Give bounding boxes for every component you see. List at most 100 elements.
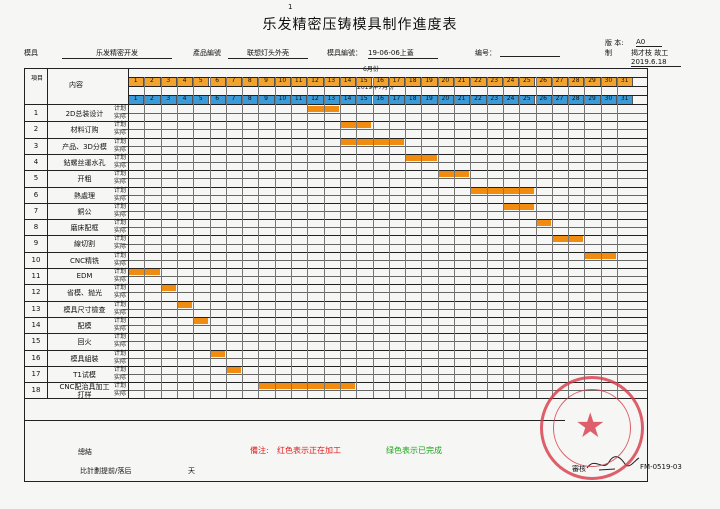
content-col-header: 内容 <box>69 81 83 89</box>
day-top-7: 7 <box>225 77 243 86</box>
plan-bar <box>194 317 209 324</box>
task-name: 省模、抛光 <box>67 289 102 298</box>
day-top-9: 9 <box>258 77 275 86</box>
note-red: 红色表示正在加工 <box>277 446 341 455</box>
note-green: 绿色表示已完成 <box>386 446 442 455</box>
item-col-header: 項目 <box>31 75 44 82</box>
day-top-8: 8 <box>242 77 259 86</box>
actual-label: 实际 <box>114 276 127 283</box>
row-number: 14 <box>31 320 41 329</box>
row-number: 18 <box>31 386 41 395</box>
day-top-22: 22 <box>470 77 487 86</box>
row-number: 10 <box>31 255 41 264</box>
plan-label: 计划 <box>114 170 127 178</box>
task-name: 模具組裝 <box>70 354 99 363</box>
actual-label: 实际 <box>114 210 127 218</box>
company-seal: ★ <box>540 376 644 480</box>
row-number: 7 <box>33 206 39 215</box>
day-top-26: 26 <box>535 77 552 86</box>
task-name: T1试模 <box>73 370 96 379</box>
task-name: 銅公 <box>77 207 92 216</box>
mold-value: 乐发精密开发 <box>62 48 172 59</box>
day-bottom-19: 19 <box>421 95 438 104</box>
day-top-1: 1 <box>128 77 145 86</box>
plan-bar <box>226 366 242 373</box>
month-bottom-label: 2019年7月份 <box>357 84 395 91</box>
row-number: 4 <box>33 157 39 166</box>
day-top-18: 18 <box>405 77 422 86</box>
actual-label: 实际 <box>114 129 127 137</box>
day-bottom-18: 18 <box>405 95 422 104</box>
task-name: CNC精铣 <box>69 256 99 265</box>
product-value: 联想灯头外壳 <box>228 48 308 59</box>
day-bottom-26: 26 <box>535 95 552 104</box>
day-top-29: 29 <box>584 77 601 86</box>
actual-label: 实际 <box>114 390 127 398</box>
star-icon: ★ <box>575 406 606 446</box>
day-top-2: 2 <box>144 77 161 86</box>
actual-label: 实际 <box>114 308 127 316</box>
note-label: 備注: <box>250 446 269 455</box>
day-top-24: 24 <box>502 77 520 86</box>
row-number: 8 <box>33 223 39 232</box>
day-top-19: 19 <box>421 77 438 86</box>
row-number: 11 <box>31 272 41 280</box>
day-top-11: 11 <box>291 77 308 86</box>
plan-label: 计划 <box>114 382 127 390</box>
plan-label: 计划 <box>114 137 127 145</box>
row-number: 15 <box>31 337 41 346</box>
plan-label: 计划 <box>114 219 127 227</box>
plan-label: 计划 <box>114 121 127 129</box>
day-bottom-24: 24 <box>502 95 520 104</box>
plan-bar <box>340 138 405 145</box>
actual-label: 实际 <box>114 373 127 381</box>
plan-bar <box>259 383 356 390</box>
day-bottom-23: 23 <box>486 95 503 104</box>
actual-label: 实际 <box>114 194 127 202</box>
day-top-4: 4 <box>176 77 194 86</box>
day-bottom-28: 28 <box>568 95 585 104</box>
actual-label: 实际 <box>114 145 127 153</box>
mold-label: 模具 <box>24 49 38 57</box>
page-number: 1 <box>288 3 293 11</box>
day-top-20: 20 <box>437 77 454 86</box>
version-value: A0 <box>636 38 662 47</box>
plan-label: 计划 <box>114 365 127 373</box>
month-top-label: 6月份 <box>363 66 379 73</box>
plan-label: 计划 <box>114 153 127 161</box>
row-number: 2 <box>33 125 39 134</box>
day-bottom-3: 3 <box>160 95 177 104</box>
day-bottom-30: 30 <box>600 95 617 104</box>
product-label: 產品編號 <box>193 49 221 57</box>
plan-label: 计划 <box>114 300 127 308</box>
task-name: CNC配治具加工 <box>59 383 110 392</box>
mold-no-value: 19-06-06上蓋 <box>368 48 438 59</box>
day-bottom-22: 22 <box>470 95 487 104</box>
plan-label: 计划 <box>114 268 127 275</box>
row-number: 13 <box>31 304 41 313</box>
day-top-21: 21 <box>454 77 471 86</box>
day-bottom-1: 1 <box>128 95 145 104</box>
plan-bar <box>177 301 193 308</box>
actual-label: 实际 <box>114 178 127 186</box>
row-number: 12 <box>31 288 41 297</box>
day-bottom-20: 20 <box>437 95 454 104</box>
day-top-23: 23 <box>486 77 503 86</box>
day-top-5: 5 <box>193 77 210 86</box>
day-top-17: 17 <box>388 77 406 86</box>
day-bottom-15: 15 <box>356 95 373 104</box>
day-top-27: 27 <box>551 77 569 86</box>
row-number: 1 <box>33 109 39 117</box>
day-top-10: 10 <box>274 77 291 86</box>
version-label: 版 本: <box>605 39 624 47</box>
row-number: 5 <box>33 174 39 183</box>
day-top-6: 6 <box>209 77 226 86</box>
plan-label: 计划 <box>114 333 127 341</box>
row-number: 9 <box>33 239 39 248</box>
task-name: 鉆螺丝運水孔 <box>63 158 106 167</box>
actual-label: 实际 <box>114 227 127 235</box>
summary-label: 總結 <box>78 448 92 456</box>
actual-label: 实际 <box>114 113 127 120</box>
task-name-2: 打样 <box>77 391 92 400</box>
actual-label: 实际 <box>114 243 127 251</box>
